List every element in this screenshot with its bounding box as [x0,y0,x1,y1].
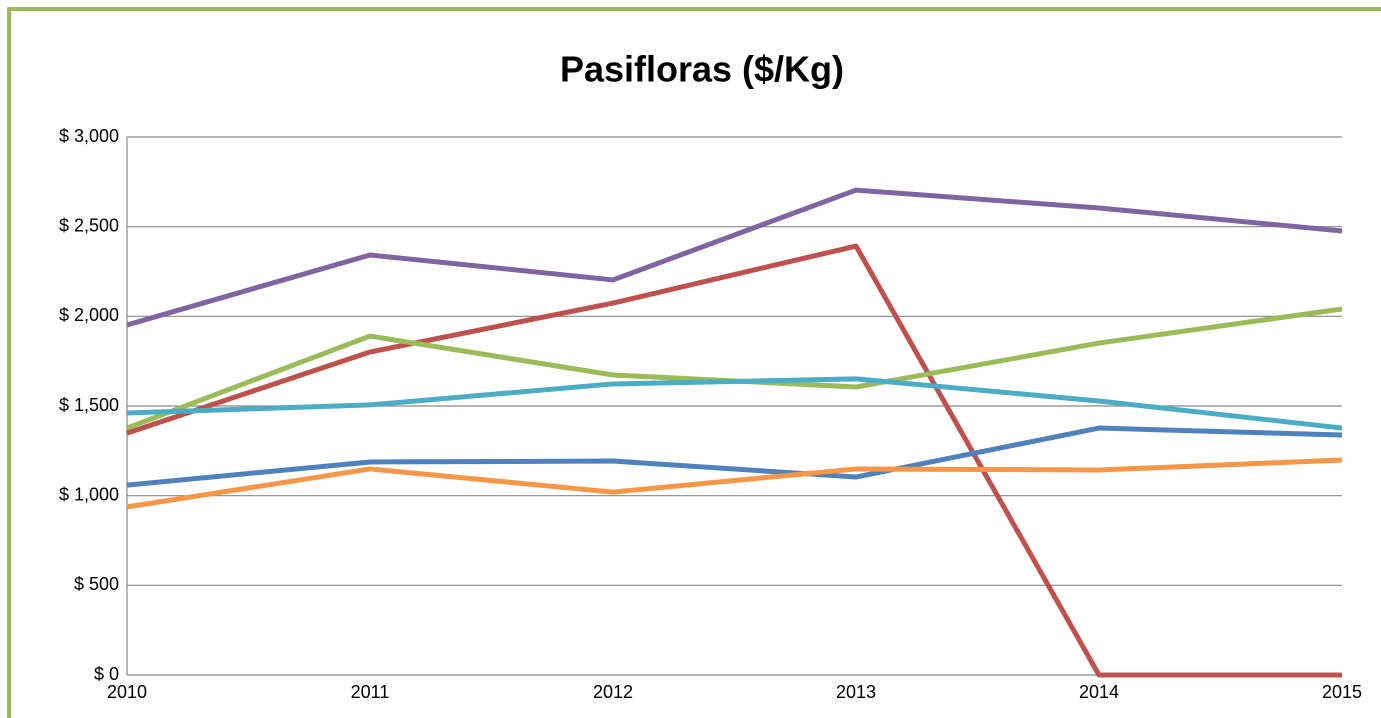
y-tick-label: $ 2,000 [59,305,119,325]
series-line [126,376,1343,431]
x-tick-label: 2015 [1322,682,1362,702]
y-tick-label: $ 1,500 [59,395,119,415]
y-tick-label: $ 3,000 [59,126,119,146]
chart-frame [7,7,1381,718]
x-tick-label: 2013 [836,682,876,702]
y-tick-label: $ 2,500 [59,215,119,235]
x-tick-label: 2014 [1079,682,1119,702]
x-tick-label: 2010 [107,682,147,702]
y-tick-label: $ 0 [94,664,119,684]
y-tick-label: $ 1,000 [59,484,119,504]
x-tick-label: 2011 [351,682,390,702]
series-line [126,425,1343,488]
chart-title: Pasifloras ($/Kg) [560,49,844,90]
y-tick-label: $ 500 [74,574,119,594]
series-line [126,243,1342,678]
series-line [126,457,1343,510]
series-line [126,187,1343,328]
x-tick-label: 2012 [593,682,633,702]
